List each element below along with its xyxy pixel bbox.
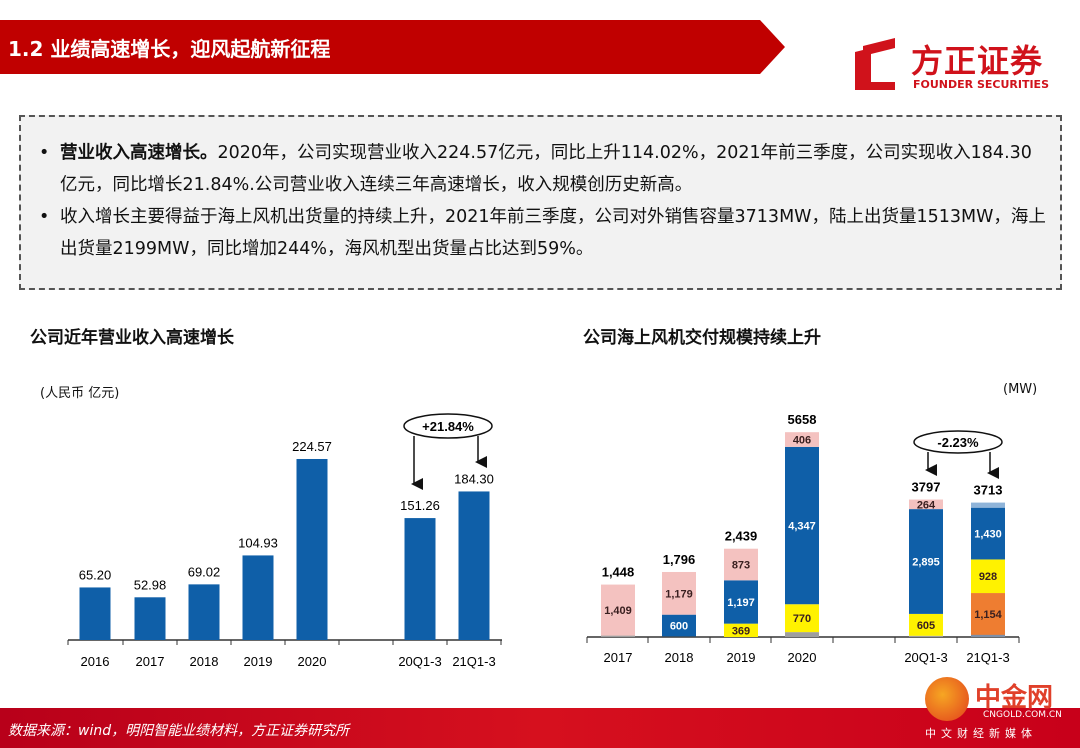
annotation-ellipse bbox=[403, 413, 493, 439]
bar bbox=[79, 587, 111, 640]
bar bbox=[296, 458, 328, 640]
bar-label: 69.02 bbox=[188, 564, 221, 579]
data-source: 数据来源：wind，明阳智能业绩材料，方正证券研究所 bbox=[8, 723, 350, 739]
summary-text: 收入增长主要得益于海上风机出货量的持续上升，2021年前三季度，公司对外销售容量… bbox=[60, 207, 1046, 259]
x-tick-label: 21Q1-3 bbox=[966, 650, 1009, 665]
total-label: 3797 bbox=[912, 480, 941, 495]
watermark-slogan: 中文财经新媒体 bbox=[925, 727, 1037, 740]
bar-label: 52.98 bbox=[134, 577, 167, 592]
watermark-name: 中金网 bbox=[975, 683, 1054, 713]
bar-segment-blue bbox=[909, 509, 943, 614]
bar-segment-pink bbox=[601, 584, 635, 636]
bar-segment-pink bbox=[909, 499, 943, 510]
cngold-watermark: 中金网 CNGOLD.COM.CN 中文财经新媒体 bbox=[925, 677, 1075, 743]
growth-annotation: -2.23% bbox=[937, 435, 979, 450]
bar-segment-blue bbox=[971, 507, 1005, 560]
segment-label: 1,409 bbox=[604, 605, 632, 617]
total-label: 1,796 bbox=[663, 552, 696, 567]
segment-label: 600 bbox=[670, 621, 688, 633]
bar-label: 65.20 bbox=[79, 567, 112, 582]
bar-segment-other bbox=[909, 635, 943, 637]
chart-title-delivery: 公司海上风机交付规模持续上升 bbox=[583, 328, 821, 348]
bar-label: 151.26 bbox=[400, 498, 440, 513]
bar bbox=[188, 584, 220, 640]
x-tick-label: 20Q1-3 bbox=[904, 650, 947, 665]
segment-label: 2,895 bbox=[912, 557, 940, 569]
summary-item: 营业收入高速增长。2020年，公司实现营业收入224.57亿元，同比上升114.… bbox=[33, 137, 1048, 201]
cngold-logo-icon bbox=[925, 677, 969, 721]
bar-segment-other bbox=[785, 632, 819, 637]
segment-label: 1,197 bbox=[727, 597, 755, 609]
total-label: 1,448 bbox=[602, 565, 635, 580]
bar-segment-pink bbox=[662, 571, 696, 615]
segment-label: 406 bbox=[793, 435, 811, 447]
bar bbox=[404, 518, 436, 640]
segment-label: 928 bbox=[979, 571, 997, 583]
summary-box: 营业收入高速增长。2020年，公司实现营业收入224.57亿元，同比上升114.… bbox=[19, 115, 1062, 290]
x-tick-label: 21Q1-3 bbox=[452, 654, 495, 669]
founder-securities-logo: 方正证券 FOUNDER SECURITIES bbox=[855, 36, 1065, 96]
x-tick-label: 2017 bbox=[604, 650, 633, 665]
growth-annotation: +21.84% bbox=[422, 419, 474, 434]
total-label: 3713 bbox=[974, 483, 1003, 498]
segment-label: 369 bbox=[732, 625, 750, 637]
x-tick-label: 2020 bbox=[788, 650, 817, 665]
total-label: 5658 bbox=[788, 412, 817, 427]
section-title-banner: 1.2 业绩高速增长，迎风起航新征程 bbox=[0, 20, 785, 74]
bar bbox=[134, 597, 166, 640]
logo-mark-icon bbox=[855, 38, 895, 90]
segment-label: 264 bbox=[917, 499, 936, 511]
segment-label: 770 bbox=[793, 613, 811, 625]
bar bbox=[458, 491, 490, 640]
bar-segment-other bbox=[601, 635, 635, 637]
summary-text: 2020年，公司实现营业收入224.57亿元，同比上升114.02%，2021年… bbox=[60, 143, 1032, 195]
bar-label: 184.30 bbox=[454, 471, 494, 486]
chart-unit-delivery: (MW) bbox=[1003, 382, 1038, 397]
x-tick-label: 2018 bbox=[665, 650, 694, 665]
bar-segment-yellow bbox=[909, 613, 943, 636]
segment-label: 873 bbox=[732, 560, 750, 572]
bar-segment-yellow bbox=[724, 623, 758, 637]
bar-label: 104.93 bbox=[238, 535, 278, 550]
x-tick-label: 2017 bbox=[136, 654, 165, 669]
bar-segment-blue bbox=[785, 446, 819, 605]
segment-label: 4,347 bbox=[788, 521, 816, 533]
bar-segment-blue bbox=[662, 614, 696, 637]
watermark-domain: CNGOLD.COM.CN bbox=[983, 710, 1062, 720]
total-label: 2,439 bbox=[725, 529, 758, 544]
section-title: 1.2 业绩高速增长，迎风起航新征程 bbox=[8, 37, 331, 61]
summary-item: 收入增长主要得益于海上风机出货量的持续上升，2021年前三季度，公司对外销售容量… bbox=[33, 201, 1048, 265]
bar bbox=[242, 555, 274, 640]
summary-bold: 营业收入高速增长。 bbox=[60, 143, 218, 163]
bar-segment-pink bbox=[724, 548, 758, 581]
bar-segment-yellow bbox=[785, 604, 819, 633]
segment-label: 1,179 bbox=[665, 588, 693, 600]
x-tick-label: 2016 bbox=[81, 654, 110, 669]
bar-segment-orange bbox=[971, 593, 1005, 635]
bar-segment-yellow bbox=[971, 559, 1005, 594]
chart-unit-revenue: (人民币 亿元) bbox=[40, 386, 120, 401]
x-tick-label: 2018 bbox=[190, 654, 219, 669]
segment-label: 1,430 bbox=[974, 529, 1002, 541]
chart-title-revenue: 公司近年营业收入高速增长 bbox=[30, 328, 234, 348]
bar-segment-blue bbox=[724, 580, 758, 624]
bar-segment-pink bbox=[785, 432, 819, 447]
x-tick-label: 2020 bbox=[298, 654, 327, 669]
segment-label: 605 bbox=[917, 620, 935, 632]
bar-segment-other bbox=[971, 502, 1005, 508]
logo-cn: 方正证券 bbox=[911, 42, 1044, 80]
footer-bar: 数据来源：wind，明阳智能业绩材料，方正证券研究所 bbox=[0, 708, 1080, 748]
logo-en: FOUNDER SECURITIES bbox=[913, 78, 1049, 91]
annotation-ellipse bbox=[913, 430, 1003, 454]
x-tick-label: 2019 bbox=[244, 654, 273, 669]
bar-label: 224.57 bbox=[292, 439, 332, 454]
segment-label: 1,154 bbox=[974, 609, 1002, 621]
x-tick-label: 2019 bbox=[727, 650, 756, 665]
x-tick-label: 20Q1-3 bbox=[398, 654, 441, 669]
